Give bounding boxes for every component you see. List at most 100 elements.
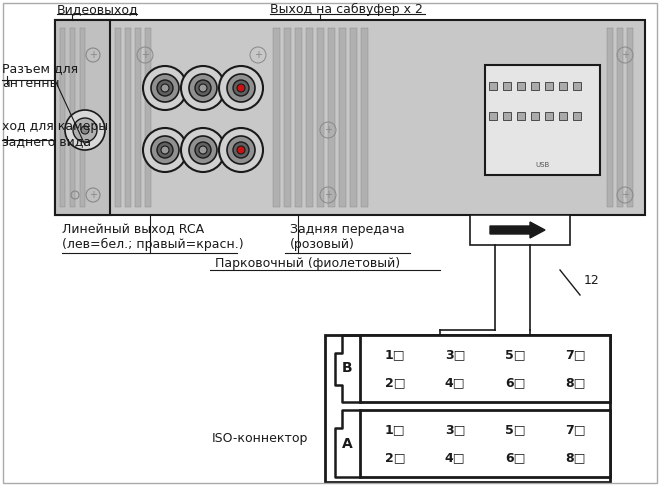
Text: +: + — [254, 50, 262, 60]
Text: 6□: 6□ — [505, 377, 525, 389]
Circle shape — [199, 84, 207, 92]
Text: 7□: 7□ — [565, 348, 585, 362]
Text: B: B — [342, 362, 352, 376]
Text: Выход на сабвуфер х 2: Выход на сабвуфер х 2 — [270, 3, 423, 16]
Bar — [503, 112, 511, 120]
Bar — [55, 20, 645, 215]
Bar — [115, 28, 121, 207]
Circle shape — [161, 146, 169, 154]
Circle shape — [151, 136, 179, 164]
Text: +: + — [621, 50, 629, 60]
Circle shape — [227, 136, 255, 164]
Text: 8□: 8□ — [565, 377, 585, 389]
Bar — [531, 112, 539, 120]
Bar — [489, 112, 497, 120]
Circle shape — [157, 80, 173, 96]
Bar — [607, 28, 613, 207]
Bar — [328, 28, 335, 207]
Bar — [559, 112, 567, 120]
FancyArrow shape — [490, 222, 545, 238]
Text: 4□: 4□ — [445, 377, 465, 389]
Text: +: + — [89, 190, 97, 200]
Circle shape — [237, 84, 245, 92]
Bar — [273, 28, 280, 207]
Text: Разъем для
антенны: Разъем для антенны — [2, 62, 78, 90]
Circle shape — [181, 128, 225, 172]
Bar — [306, 28, 313, 207]
Bar — [503, 82, 511, 90]
Bar — [55, 20, 110, 215]
Text: +: + — [141, 50, 149, 60]
Circle shape — [73, 118, 97, 142]
Text: +: + — [324, 125, 332, 135]
Circle shape — [189, 136, 217, 164]
Circle shape — [143, 128, 187, 172]
Text: +: + — [89, 50, 97, 60]
Bar — [545, 82, 553, 90]
Bar — [70, 28, 75, 207]
Bar — [295, 28, 302, 207]
Circle shape — [219, 66, 263, 110]
Bar — [360, 335, 610, 402]
Bar — [517, 82, 525, 90]
Bar — [339, 28, 346, 207]
Circle shape — [189, 74, 217, 102]
Text: 1□: 1□ — [385, 423, 405, 436]
Text: Линейный выход RCA
(лев=бел.; правый=красн.): Линейный выход RCA (лев=бел.; правый=кра… — [62, 223, 244, 251]
Bar — [559, 82, 567, 90]
Circle shape — [81, 126, 89, 134]
Bar — [350, 28, 357, 207]
Text: 6□: 6□ — [505, 451, 525, 465]
Bar — [617, 28, 623, 207]
Bar — [125, 28, 131, 207]
Bar — [80, 28, 85, 207]
Circle shape — [65, 110, 105, 150]
Circle shape — [181, 66, 225, 110]
Text: 3□: 3□ — [445, 423, 465, 436]
Circle shape — [227, 74, 255, 102]
Text: 4□: 4□ — [445, 451, 465, 465]
Text: 1□: 1□ — [385, 348, 405, 362]
Text: Парковочный (фиолетовый): Парковочный (фиолетовый) — [215, 257, 400, 270]
Text: A: A — [342, 436, 352, 451]
Bar — [485, 65, 600, 175]
Circle shape — [195, 142, 211, 158]
Text: 2□: 2□ — [385, 451, 405, 465]
Text: ход для камеры
заднего вида: ход для камеры заднего вида — [2, 120, 108, 148]
Bar — [360, 410, 610, 477]
Text: +: + — [621, 190, 629, 200]
Text: +: + — [324, 190, 332, 200]
Circle shape — [233, 142, 249, 158]
Bar — [135, 28, 141, 207]
Bar — [361, 28, 368, 207]
Bar — [489, 82, 497, 90]
Bar — [531, 82, 539, 90]
Text: Видеовыход: Видеовыход — [57, 3, 139, 16]
Bar — [517, 112, 525, 120]
Bar — [627, 28, 633, 207]
Circle shape — [237, 146, 245, 154]
Bar — [573, 82, 581, 90]
Bar — [470, 215, 570, 245]
Text: 5□: 5□ — [505, 423, 525, 436]
Bar — [317, 28, 324, 207]
Bar — [284, 28, 291, 207]
Bar — [325, 335, 610, 482]
Text: 3□: 3□ — [445, 348, 465, 362]
Circle shape — [151, 74, 179, 102]
Text: USB: USB — [535, 162, 550, 168]
Circle shape — [233, 80, 249, 96]
Circle shape — [143, 66, 187, 110]
Text: 7□: 7□ — [565, 423, 585, 436]
Circle shape — [157, 142, 173, 158]
Circle shape — [195, 80, 211, 96]
Bar — [145, 28, 151, 207]
Bar — [545, 112, 553, 120]
Bar — [60, 28, 65, 207]
Circle shape — [199, 146, 207, 154]
Circle shape — [219, 128, 263, 172]
Text: 2□: 2□ — [385, 377, 405, 389]
Text: 8□: 8□ — [565, 451, 585, 465]
Bar — [573, 112, 581, 120]
Text: 5□: 5□ — [505, 348, 525, 362]
